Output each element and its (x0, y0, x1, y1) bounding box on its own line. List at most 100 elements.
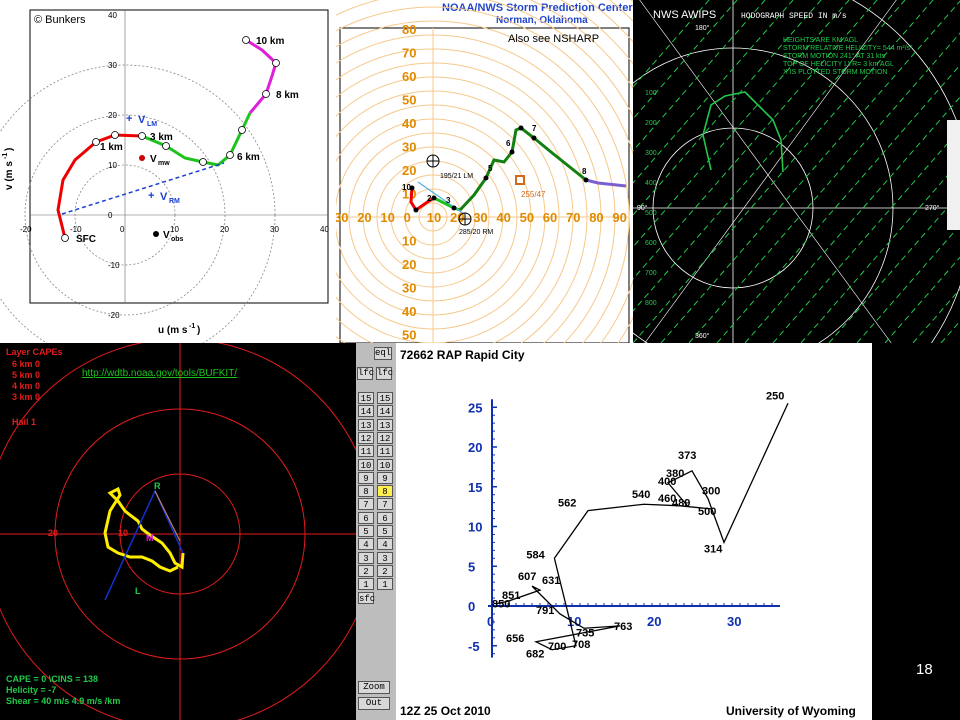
wyoming-pressure-label: 314 (704, 543, 723, 555)
svg-text:mw: mw (158, 160, 170, 167)
bufkit-r-mark: R (154, 481, 161, 491)
wyoming-ytick: 25 (468, 400, 482, 415)
wyoming-station: 72662 RAP Rapid City (400, 348, 525, 362)
bufkit-l-mark: L (135, 586, 141, 596)
level-button-right[interactable]: 12 (377, 431, 393, 444)
svg-text:10: 10 (118, 528, 128, 538)
btn-lfc-left[interactable]: lfc (357, 367, 375, 380)
level-button-left[interactable]: 15 (358, 392, 374, 404)
level-button-left[interactable]: 7 (358, 498, 374, 511)
sfc-label: SFC (76, 234, 96, 245)
wyoming-pressure-label: 682 (526, 649, 544, 661)
level-button-right[interactable]: 9 (377, 471, 393, 484)
level-button-right[interactable]: 13 (377, 418, 393, 431)
btn-zoom[interactable]: Zoom (358, 681, 390, 694)
level-button-left[interactable]: 4 (358, 538, 374, 551)
vlm-label: + V LM (126, 113, 157, 128)
level-button-right[interactable]: 1 (377, 578, 393, 591)
spc-axis-label: 20 (450, 210, 464, 225)
wyoming-ytick: 5 (468, 559, 475, 574)
level-button-left[interactable]: 2 (358, 564, 374, 577)
bufkit-stat: Shear = 40 m/s 4.9 m/s /km (6, 696, 120, 706)
level-button-left[interactable]: 10 (358, 458, 374, 471)
spc-header-1: NOAA/NWS Storm Prediction Center (442, 2, 633, 14)
spc-axis-label: 70 (566, 210, 580, 225)
spc-box-label: 255/47 (521, 190, 546, 199)
awips-plot: NWS AWIPS HODOGRAPH SPEED IN m/s HEIGHTS… (633, 0, 960, 343)
bunkers-ytick: 20 (108, 111, 117, 120)
svg-text:+: + (126, 113, 132, 125)
spc-rm-label: 285/20 RM (459, 229, 493, 236)
level-button-right[interactable]: 7 (377, 498, 393, 511)
svg-text:180°: 180° (695, 24, 710, 32)
awips-hodograph-panel: NWS AWIPS HODOGRAPH SPEED IN m/s HEIGHTS… (633, 0, 960, 343)
wyoming-pressure-label: 850 (492, 599, 510, 611)
level-button-right[interactable]: 8 (377, 485, 393, 498)
svg-text:obs: obs (171, 236, 184, 243)
level-button-left[interactable]: sfc (358, 591, 376, 604)
km6-label: 6 km (237, 152, 260, 163)
btn-zoom-out[interactable]: Out (358, 697, 390, 710)
bunkers-ytick: -10 (108, 261, 120, 270)
level-button-right[interactable]: 11 (377, 445, 393, 458)
level-button-left[interactable]: 9 (358, 471, 374, 484)
wyoming-pressure-label: 250 (766, 390, 784, 402)
level-button-right[interactable]: 4 (377, 538, 393, 551)
level-button-left[interactable]: 1 (358, 578, 374, 591)
bufkit-m-mark: M (146, 533, 154, 543)
spc-axis-label: 40 (496, 210, 510, 225)
level-button-left[interactable]: 6 (358, 511, 374, 524)
level-button-left[interactable]: 3 (358, 551, 374, 564)
bunkers-xtick: 40 (320, 225, 329, 234)
wyoming-hodo-line (495, 403, 789, 651)
svg-text:-1: -1 (2, 153, 9, 159)
spc-axis-label: 10 (427, 210, 441, 225)
btn-lfc-right[interactable]: lfc (376, 367, 394, 380)
bufkit-level-toolbar: eql lfc lfc 15 14 13 12 11 10 9 8 7 6 5 4 3 2 1 sfc 15 1… (356, 343, 396, 720)
level-button-left[interactable]: 13 (358, 418, 374, 431)
wyoming-pressure-label: 373 (678, 450, 696, 462)
wyoming-ytick: 0 (468, 599, 475, 614)
bufkit-plot: 20 10 R M L Layer CAPEs 6 km 05 km 04 km … (0, 343, 376, 720)
svg-text:): ) (4, 148, 15, 151)
wyoming-pressure-label: 400 (658, 476, 676, 488)
level-button-right[interactable]: 14 (377, 405, 393, 418)
svg-text:6: 6 (506, 139, 511, 148)
level-button-right[interactable]: 6 (377, 511, 393, 524)
wyoming-pressure-label: 763 (614, 621, 632, 633)
hodo-segment-1-2km (95, 133, 143, 144)
bunkers-ytick: -20 (108, 311, 120, 320)
svg-text:270°: 270° (925, 204, 940, 212)
wyoming-xtick: 30 (727, 614, 741, 629)
level-button-right[interactable]: 3 (377, 551, 393, 564)
awips-info-line: STORM MOTION 241° AT 31 kts (783, 52, 885, 60)
level-button-left[interactable]: 12 (358, 431, 374, 444)
wyoming-pressure-label: 300 (702, 486, 720, 498)
svg-text:90°: 90° (637, 204, 648, 212)
spc-axis-label: 60 (543, 210, 557, 225)
awips-info-line: STORM RELATIVE HELICITY= 544 m²/s² (783, 45, 913, 52)
level-button-right[interactable]: 15 (377, 392, 393, 404)
spc-axis-label: 80 (589, 210, 603, 225)
wyoming-pressure-label: 380 (666, 468, 684, 480)
wyoming-pressure-label: 791 (536, 605, 554, 617)
level-button-left[interactable]: 5 (358, 525, 374, 537)
level-button-right[interactable]: 10 (377, 458, 393, 471)
level-button-left[interactable]: 8 (358, 485, 374, 498)
level-button-left[interactable]: 11 (358, 445, 374, 458)
hodo-segment-0-1km (56, 140, 97, 239)
svg-text:5: 5 (488, 164, 493, 173)
level-button-left[interactable]: 14 (358, 405, 374, 418)
svg-text:V: V (150, 154, 157, 165)
wyoming-pressure-label: 631 (542, 575, 560, 587)
btn-eql[interactable]: eql (374, 347, 392, 360)
awips-speed-label: 300 (645, 150, 657, 157)
bufkit-url-link[interactable]: http://wdtb.noaa.gov/tools/BUFKIT/ (82, 368, 237, 379)
level-button-right[interactable]: 2 (377, 564, 393, 577)
level-button-right[interactable]: 5 (377, 525, 393, 537)
hodo-segment-6-10km (245, 38, 278, 114)
bunkers-xtick: 30 (270, 225, 279, 234)
svg-text:+: + (148, 190, 154, 202)
